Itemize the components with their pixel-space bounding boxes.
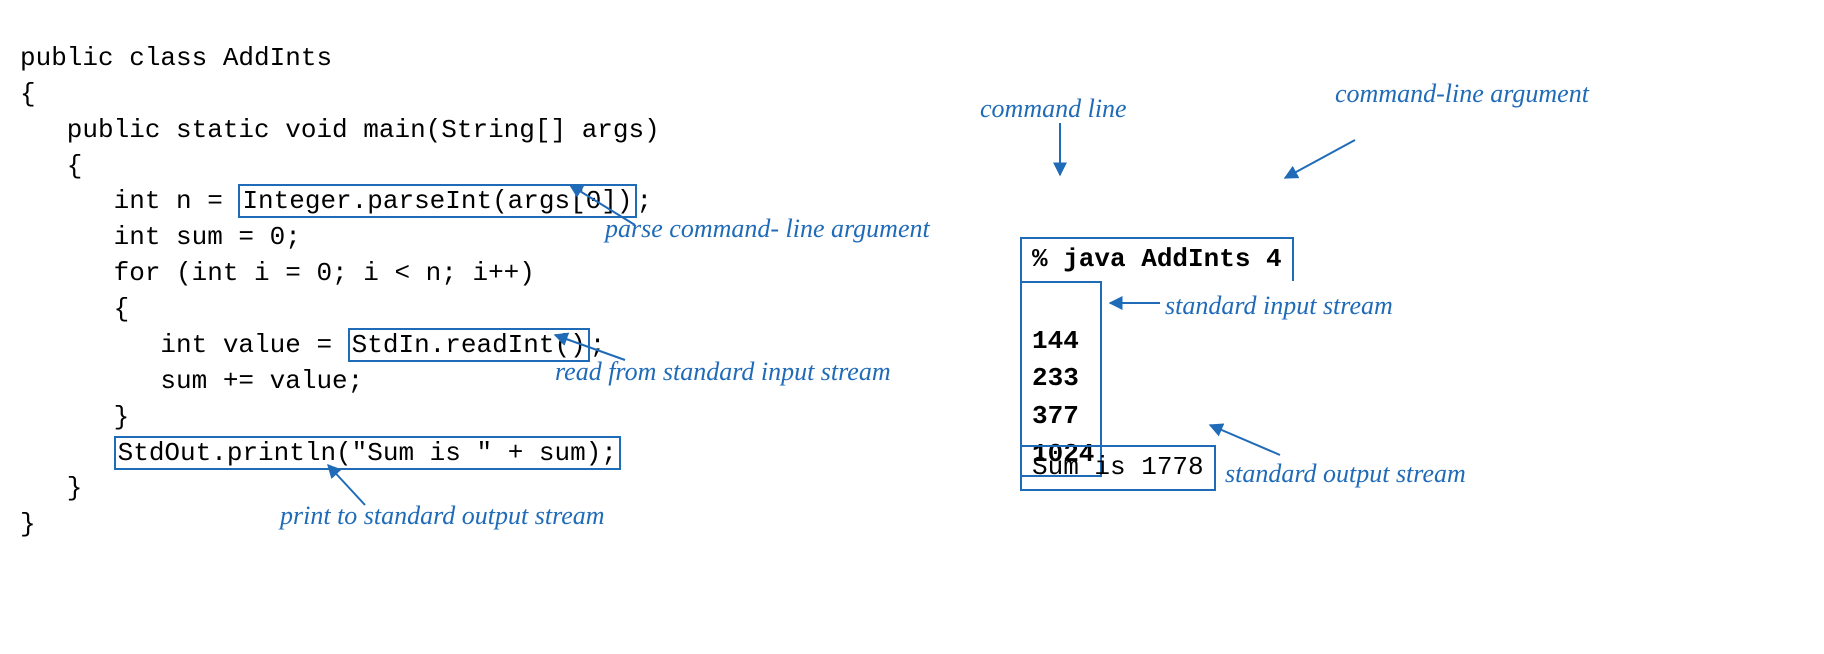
- code-line-9a: int value =: [20, 330, 348, 360]
- annotation-cmdarg: command-line argument: [1335, 78, 1589, 109]
- terminal-output: Sum is 1778: [1032, 452, 1204, 482]
- code-line-6: int sum = 0;: [20, 222, 301, 252]
- code-line-13: }: [20, 473, 82, 503]
- annotation-cmdline: command line: [980, 93, 1127, 124]
- code-line-11: }: [20, 402, 129, 432]
- code-line-5c: ;: [637, 186, 653, 216]
- code-block: public class AddInts { public static voi…: [20, 5, 660, 543]
- code-line-14: }: [20, 509, 36, 539]
- annotation-read: read from standard input stream: [555, 356, 891, 387]
- terminal-input-1: 144: [1032, 326, 1079, 356]
- annotation-parse: parse command- line argument: [605, 213, 930, 244]
- arrow-cmdarg: [1285, 140, 1355, 178]
- code-line-3: public static void main(String[] args): [20, 115, 660, 145]
- code-line-2: {: [20, 79, 36, 109]
- annotation-print: print to standard output stream: [280, 500, 605, 531]
- terminal-output-box: Sum is 1778: [1020, 385, 1216, 521]
- annotation-stdin: standard input stream: [1165, 290, 1393, 321]
- code-line-1: public class AddInts: [20, 43, 332, 73]
- parseint-box: Integer.parseInt(args[0]): [238, 184, 636, 218]
- code-line-10: sum += value;: [20, 366, 363, 396]
- code-line-4: {: [20, 151, 82, 181]
- code-line-8: {: [20, 294, 129, 324]
- annotation-stdout: standard output stream: [1225, 458, 1466, 489]
- code-line-5a: int n =: [20, 186, 238, 216]
- println-box: StdOut.println("Sum is " + sum);: [114, 436, 621, 470]
- arrow-stdout: [1210, 425, 1280, 455]
- code-line-12pad: [20, 438, 114, 468]
- readint-box: StdIn.readInt(): [348, 328, 590, 362]
- code-line-7: for (int i = 0; i < n; i++): [20, 258, 535, 288]
